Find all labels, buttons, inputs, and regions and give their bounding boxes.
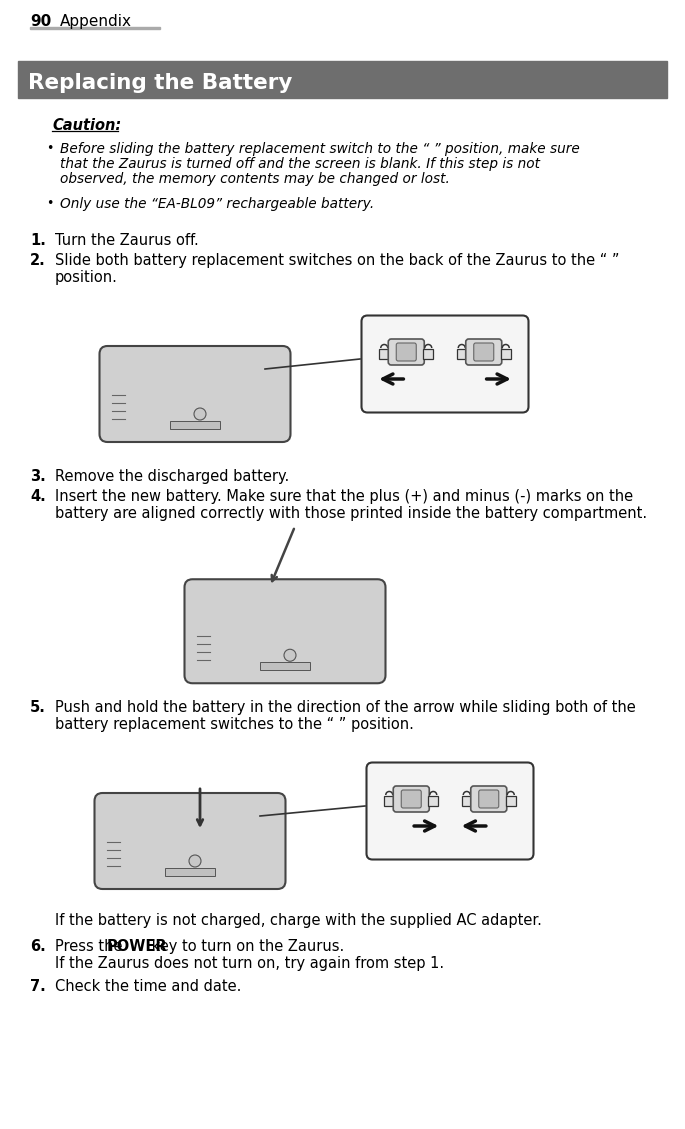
Text: Check the time and date.: Check the time and date.	[55, 979, 241, 994]
Bar	[462, 796, 472, 806]
Text: 7.: 7.	[30, 979, 46, 994]
Text: 3.: 3.	[30, 469, 46, 484]
Bar	[18, 61, 667, 98]
Text: battery replacement switches to the “ ” position.: battery replacement switches to the “ ” …	[55, 717, 414, 732]
Bar	[379, 349, 389, 359]
FancyBboxPatch shape	[362, 315, 529, 412]
FancyBboxPatch shape	[95, 793, 286, 889]
Text: that the Zaurus is turned off and the screen is blank. If this step is not: that the Zaurus is turned off and the sc…	[60, 157, 540, 170]
Text: If the battery is not charged, charge with the supplied AC adapter.: If the battery is not charged, charge wi…	[55, 913, 542, 928]
Text: 90: 90	[30, 14, 51, 29]
Text: Turn the Zaurus off.: Turn the Zaurus off.	[55, 233, 199, 248]
Bar	[384, 796, 395, 806]
FancyBboxPatch shape	[401, 790, 421, 808]
FancyBboxPatch shape	[471, 786, 507, 812]
Text: Only use the “EA-BL09” rechargeable battery.: Only use the “EA-BL09” rechargeable batt…	[60, 196, 374, 211]
Text: position.: position.	[55, 270, 118, 285]
Text: 4.: 4.	[30, 489, 46, 504]
Bar	[428, 796, 438, 806]
FancyBboxPatch shape	[474, 343, 494, 361]
Bar	[423, 349, 433, 359]
Text: Press the: Press the	[55, 939, 127, 954]
Bar	[501, 349, 511, 359]
Circle shape	[284, 649, 296, 662]
FancyBboxPatch shape	[388, 339, 424, 365]
Text: •: •	[46, 142, 53, 155]
Text: Push and hold the battery in the direction of the arrow while sliding both of th: Push and hold the battery in the directi…	[55, 700, 636, 715]
Text: 1.: 1.	[30, 233, 46, 248]
FancyBboxPatch shape	[184, 579, 386, 683]
Text: 6.: 6.	[30, 939, 46, 954]
Text: Before sliding the battery replacement switch to the “ ” position, make sure: Before sliding the battery replacement s…	[60, 142, 580, 156]
Bar	[165, 868, 215, 876]
Text: Replacing the Battery: Replacing the Battery	[28, 73, 292, 93]
Circle shape	[189, 855, 201, 867]
Text: POWER: POWER	[107, 939, 168, 954]
Text: Insert the new battery. Make sure that the plus (+) and minus (-) marks on the: Insert the new battery. Make sure that t…	[55, 489, 633, 504]
Bar	[170, 421, 220, 429]
Text: Remove the discharged battery.: Remove the discharged battery.	[55, 469, 289, 484]
FancyBboxPatch shape	[396, 343, 416, 361]
Text: 2.: 2.	[30, 253, 46, 268]
Bar	[30, 27, 160, 29]
Text: 5.: 5.	[30, 700, 46, 715]
FancyBboxPatch shape	[99, 345, 290, 441]
Text: Appendix: Appendix	[60, 14, 132, 29]
Text: If the Zaurus does not turn on, try again from step 1.: If the Zaurus does not turn on, try agai…	[55, 956, 444, 971]
FancyBboxPatch shape	[366, 762, 534, 859]
Text: observed, the memory contents may be changed or lost.: observed, the memory contents may be cha…	[60, 172, 450, 186]
Circle shape	[194, 408, 206, 420]
Bar	[260, 663, 310, 671]
Text: battery are aligned correctly with those printed inside the battery compartment.: battery are aligned correctly with those…	[55, 506, 647, 520]
Text: Caution:: Caution:	[52, 119, 121, 133]
FancyBboxPatch shape	[466, 339, 501, 365]
Text: •: •	[46, 196, 53, 210]
Text: key to turn on the Zaurus.: key to turn on the Zaurus.	[147, 939, 345, 954]
Bar	[506, 796, 516, 806]
FancyBboxPatch shape	[479, 790, 499, 808]
FancyBboxPatch shape	[393, 786, 429, 812]
Text: Slide both battery replacement switches on the back of the Zaurus to the “ ”: Slide both battery replacement switches …	[55, 253, 619, 268]
Bar	[457, 349, 466, 359]
